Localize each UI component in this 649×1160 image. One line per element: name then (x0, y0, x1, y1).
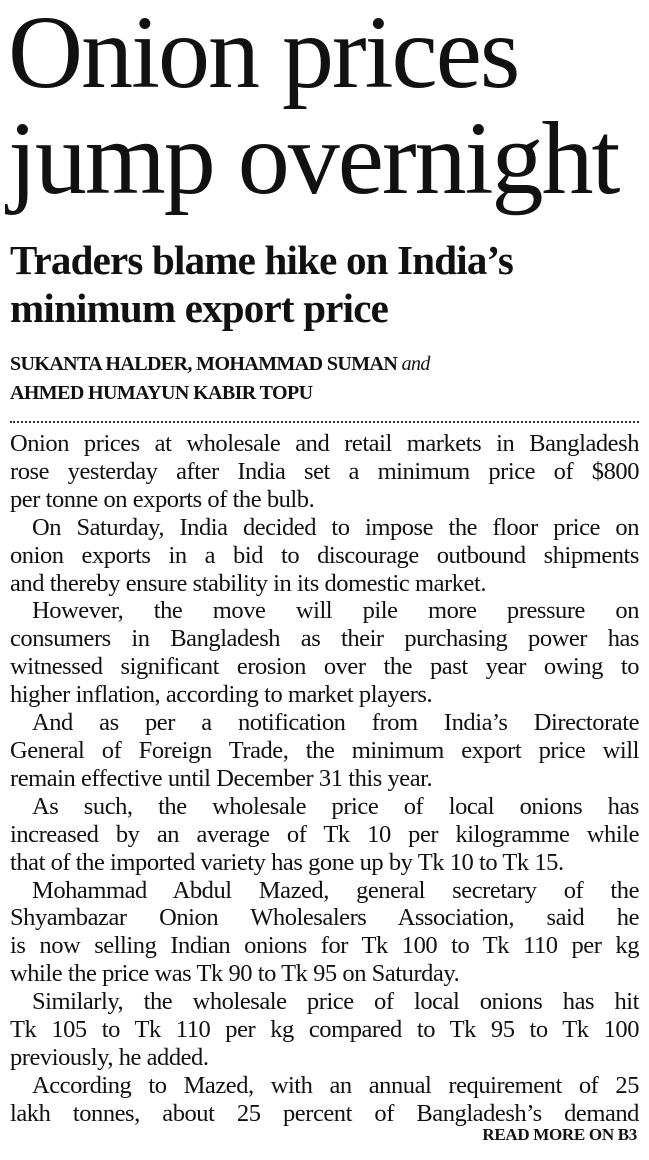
paragraph-line: Onion prices at wholesale and retail mar… (10, 430, 639, 457)
subheadline-line: minimum export price (10, 285, 389, 331)
paragraph-line: consumers in Bangladesh as their purchas… (10, 625, 639, 653)
dotted-divider (10, 421, 639, 423)
headline: Onion prices jump overnight (8, 0, 620, 216)
article-paragraph: Similarly, the wholesale price of local … (10, 988, 639, 1072)
article-paragraph: According to Mazed, with an annual requi… (10, 1072, 639, 1128)
article-paragraph: And as per a notification from India’s D… (10, 709, 639, 793)
paragraph-line: previously, he added. (10, 1043, 209, 1071)
paragraph-line: remain effective until December 31 this … (10, 764, 433, 792)
paragraph-line: rose yesterday after India set a minimum… (10, 457, 639, 485)
headline-line: Onion prices (8, 0, 520, 110)
paragraph-line: while the price was Tk 90 to Tk 95 on Sa… (10, 960, 460, 988)
paragraph-line: And as per a notification from India’s D… (32, 709, 639, 737)
paragraph-line: Shyambazar Onion Wholesalers Association… (10, 904, 639, 932)
headline-line: jump overnight (8, 101, 620, 216)
paragraph-line: per tonne on exports of the bulb. (10, 485, 315, 513)
subheadline: Traders blame hike on India’s minimum ex… (10, 236, 514, 332)
article-paragraph: Onion prices at wholesale and retail mar… (10, 430, 639, 514)
paragraph-line: On Saturday, India decided to impose the… (32, 513, 639, 541)
paragraph-line: and thereby ensure stability in its dome… (10, 569, 487, 597)
paragraph-line: As such, the wholesale price of local on… (32, 792, 639, 820)
byline-authors: SUKANTA HALDER, MOHAMMAD SUMAN (10, 353, 398, 375)
article-paragraph: As such, the wholesale price of local on… (10, 793, 639, 877)
paragraph-line: Similarly, the wholesale price of local … (32, 988, 639, 1016)
paragraph-line: increased by an average of Tk 10 per kil… (10, 820, 639, 848)
paragraph-line: Tk 105 to Tk 110 per kg compared to Tk 9… (10, 1016, 639, 1044)
subheadline-line: Traders blame hike on India’s (10, 237, 514, 283)
article-paragraph: On Saturday, India decided to impose the… (10, 514, 639, 598)
article-body: Onion prices at wholesale and retail mar… (10, 430, 639, 1128)
paragraph-line: onion exports in a bid to discourage out… (10, 541, 639, 569)
paragraph-line: witnessed significant erosion over the p… (10, 653, 639, 681)
paragraph-line: According to Mazed, with an annual requi… (32, 1071, 639, 1099)
paragraph-line: Mohammad Abdul Mazed, general secretary … (32, 876, 639, 904)
article-paragraph: Mohammad Abdul Mazed, general secretary … (10, 877, 639, 989)
paragraph-line: is now selling Indian onions for Tk 100 … (10, 932, 639, 960)
byline-authors: AHMED HUMAYUN KABIR TOPU (10, 382, 313, 404)
paragraph-line: lakh tonnes, about 25 percent of Banglad… (10, 1099, 639, 1127)
read-more-link[interactable]: READ MORE ON B3 (482, 1125, 637, 1144)
paragraph-line: higher inflation, according to market pl… (10, 681, 433, 709)
paragraph-line: that of the imported variety has gone up… (10, 848, 564, 876)
paragraph-line: However, the move will pile more pressur… (32, 597, 639, 625)
byline-and: and (401, 353, 431, 375)
byline: SUKANTA HALDER, MOHAMMAD SUMAN and AHMED… (10, 350, 430, 408)
paragraph-line: General of Foreign Trade, the minimum ex… (10, 736, 639, 764)
article-paragraph: However, the move will pile more pressur… (10, 597, 639, 709)
